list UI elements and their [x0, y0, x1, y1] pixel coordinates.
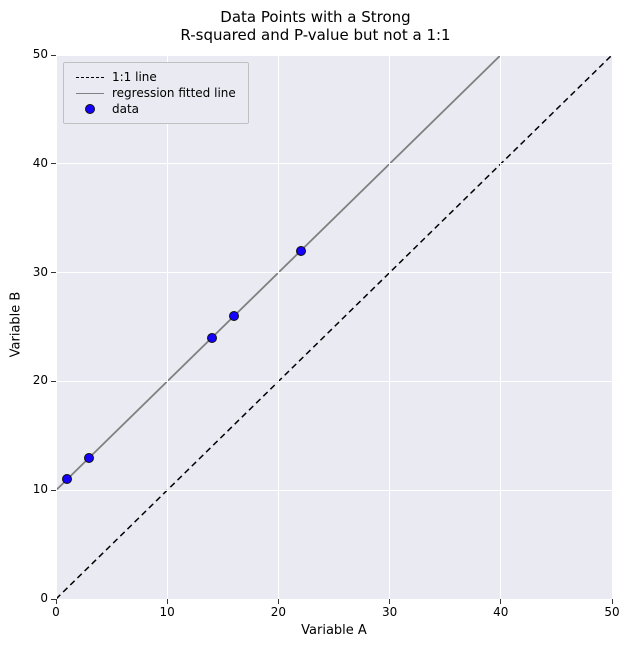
x-grid-line	[500, 55, 501, 599]
x-grid-line	[56, 55, 57, 599]
x-tick-mark	[612, 599, 613, 604]
x-tick-label: 50	[592, 605, 631, 619]
figure: Data Points with a Strong R-squared and …	[0, 0, 631, 645]
legend-label-identity: 1:1 line	[108, 69, 240, 85]
legend-item-data: data	[72, 101, 240, 117]
y-tick-mark	[51, 163, 56, 164]
data-point	[62, 474, 72, 484]
x-grid-line	[167, 55, 168, 599]
y-grid-line	[56, 490, 612, 491]
y-grid-line	[56, 599, 612, 600]
x-axis-label: Variable A	[56, 623, 612, 638]
x-tick-mark	[389, 599, 390, 604]
y-tick-mark	[51, 599, 56, 600]
identity-line	[56, 55, 612, 599]
legend-label-regression: regression fitted line	[108, 85, 240, 101]
y-tick-label: 10	[33, 482, 48, 496]
data-point	[207, 333, 217, 343]
y-tick-label: 40	[33, 156, 48, 170]
x-tick-label: 30	[370, 605, 410, 619]
x-tick-label: 40	[481, 605, 521, 619]
x-grid-line	[612, 55, 613, 599]
x-tick-mark	[500, 599, 501, 604]
x-tick-mark	[167, 599, 168, 604]
y-tick-label: 20	[33, 373, 48, 387]
legend-item-regression: regression fitted line	[72, 85, 240, 101]
chart-title: Data Points with a Strong R-squared and …	[0, 8, 631, 44]
x-tick-mark	[278, 599, 279, 604]
legend-item-identity: 1:1 line	[72, 69, 240, 85]
chart-title-line2: R-squared and P-value but not a 1:1	[0, 26, 631, 44]
y-tick-label: 30	[33, 265, 48, 279]
chart-title-line1: Data Points with a Strong	[0, 8, 631, 26]
y-tick-mark	[51, 490, 56, 491]
x-tick-label: 0	[36, 605, 76, 619]
data-point	[229, 311, 239, 321]
y-grid-line	[56, 163, 612, 164]
plot-area	[56, 55, 612, 599]
legend-swatch-identity	[76, 70, 104, 84]
x-grid-line	[278, 55, 279, 599]
y-grid-line	[56, 272, 612, 273]
legend-label-data: data	[108, 101, 240, 117]
y-tick-mark	[51, 381, 56, 382]
y-tick-label: 50	[33, 47, 48, 61]
y-axis-label: Variable B	[9, 53, 24, 597]
legend-table: 1:1 line regression fitted line data	[72, 69, 240, 117]
x-tick-label: 20	[258, 605, 298, 619]
y-grid-line	[56, 381, 612, 382]
y-tick-mark	[51, 55, 56, 56]
y-tick-mark	[51, 272, 56, 273]
x-tick-mark	[56, 599, 57, 604]
data-point	[296, 246, 306, 256]
legend: 1:1 line regression fitted line data	[63, 62, 249, 124]
legend-swatch-regression	[76, 86, 104, 100]
x-tick-label: 10	[147, 605, 187, 619]
y-grid-line	[56, 55, 612, 56]
legend-swatch-data	[76, 102, 104, 116]
x-grid-line	[389, 55, 390, 599]
lines-overlay	[56, 55, 612, 599]
data-point	[84, 453, 94, 463]
y-tick-label: 0	[40, 591, 48, 605]
